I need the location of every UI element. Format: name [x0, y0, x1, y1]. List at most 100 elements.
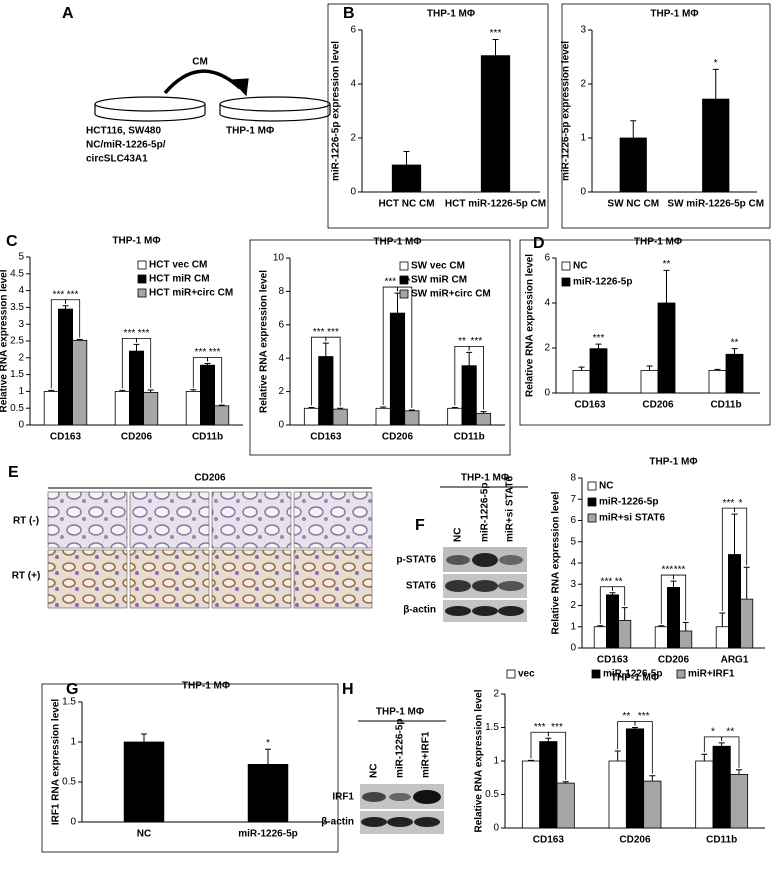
- bar: [729, 774, 749, 829]
- band: [499, 555, 523, 565]
- blot-title: THP-1 MΦ: [376, 707, 424, 718]
- error-bar: [682, 622, 689, 631]
- error-bar: [337, 407, 344, 410]
- bar: [247, 764, 289, 823]
- bar: [447, 407, 463, 426]
- x-tick-label: SW NC CM: [607, 199, 659, 210]
- chart-frame: [561, 3, 771, 229]
- y-tick-label: 5: [18, 252, 24, 263]
- error-bar: [62, 305, 69, 310]
- legend-swatch: [561, 277, 571, 287]
- significance: ***: [327, 327, 339, 338]
- significance: ***: [209, 347, 221, 358]
- bracket: [65, 299, 81, 338]
- y-tick-label: 1: [18, 386, 24, 397]
- x-tick-label: CD163: [50, 432, 82, 443]
- error-bar: [408, 409, 415, 411]
- y-tick-label: 4: [544, 298, 550, 309]
- x-tick-label: SW miR-1226-5p CM: [667, 199, 764, 210]
- bar: [123, 741, 165, 823]
- bar: [702, 98, 730, 193]
- significance: *: [266, 738, 270, 749]
- bar: [606, 594, 620, 649]
- x-tick-label: CD11b: [706, 835, 737, 846]
- significance: ***: [470, 336, 482, 347]
- panel-label: D: [533, 235, 545, 252]
- y-tick-label: 3: [580, 25, 586, 36]
- significance: ***: [124, 328, 136, 339]
- bracket: [673, 574, 687, 621]
- x-tick-label: HCT miR-1226-5p CM: [445, 199, 546, 210]
- bar: [114, 390, 130, 426]
- dish: [219, 96, 331, 112]
- arrow-label: CM: [192, 57, 208, 68]
- error-bar: [597, 625, 604, 627]
- y-tick-label: 1: [70, 737, 76, 748]
- error-bar: [663, 269, 670, 303]
- target-label: THP-1 MΦ: [226, 126, 274, 137]
- bar: [332, 408, 348, 426]
- error-bar: [492, 38, 499, 56]
- y-tick-label: 7: [570, 494, 576, 505]
- band: [446, 555, 470, 565]
- diagram: [94, 69, 331, 122]
- panel-label: B: [343, 5, 355, 22]
- y-tick-label: 0: [570, 643, 576, 654]
- significance: ***: [723, 498, 735, 509]
- y-tick-label: 1: [493, 756, 499, 767]
- legend-swatch: [399, 289, 409, 299]
- significance: ***: [67, 289, 79, 300]
- y-tick-label: 4: [278, 353, 284, 364]
- bar: [475, 412, 492, 426]
- error-bar: [204, 363, 211, 366]
- x-tick-label: CD163: [574, 400, 606, 411]
- band-label: IRF1: [332, 792, 354, 803]
- band: [498, 606, 524, 616]
- y-tick-label: 0: [544, 388, 550, 399]
- significance: **: [622, 711, 630, 722]
- legend-swatch: [137, 260, 147, 270]
- legend-swatch: [137, 288, 147, 298]
- significance: **: [458, 336, 466, 347]
- panel-label: E: [8, 464, 19, 481]
- band: [414, 817, 440, 827]
- y-tick-label: 4: [350, 79, 356, 90]
- bar: [72, 339, 88, 426]
- lane-label: miR+si STAT6: [505, 476, 516, 542]
- x-tick-label: CD206: [619, 835, 651, 846]
- y-tick-label: 1.5: [10, 369, 24, 380]
- bracket: [547, 731, 567, 780]
- chart-frame: [327, 3, 549, 229]
- error-bar: [528, 759, 534, 761]
- legend-swatch: [587, 513, 597, 523]
- band: [472, 580, 498, 592]
- bar: [185, 390, 201, 426]
- error-bar: [649, 775, 656, 782]
- legend-label: NC: [599, 481, 613, 492]
- y-tick-label: 0: [580, 187, 586, 198]
- ihc-image: [47, 491, 128, 549]
- error-bar: [719, 612, 726, 627]
- y-tick-label: 2: [278, 386, 284, 397]
- ihc-image: [293, 491, 373, 549]
- blot-image: [443, 547, 527, 622]
- ihc-image: [293, 549, 373, 609]
- bar: [43, 390, 59, 426]
- error-bar: [632, 727, 638, 729]
- y-tick-label: 8: [278, 286, 284, 297]
- error-bar: [731, 348, 738, 355]
- error-bar: [380, 406, 387, 409]
- error-bar: [119, 389, 126, 392]
- arrow-head: [230, 78, 249, 97]
- error-bar: [466, 351, 473, 366]
- band: [445, 606, 471, 616]
- y-tick-label: 6: [278, 319, 284, 330]
- legend-label: NC: [573, 261, 587, 272]
- ihc-row-label: RT (-): [13, 516, 39, 527]
- legend-swatch: [587, 481, 597, 491]
- error-bar: [190, 389, 197, 392]
- chart-frame: [41, 683, 339, 853]
- error-bar: [147, 389, 154, 393]
- legend-label: HCT miR+circ CM: [149, 288, 233, 299]
- y-tick-label: 1: [580, 133, 586, 144]
